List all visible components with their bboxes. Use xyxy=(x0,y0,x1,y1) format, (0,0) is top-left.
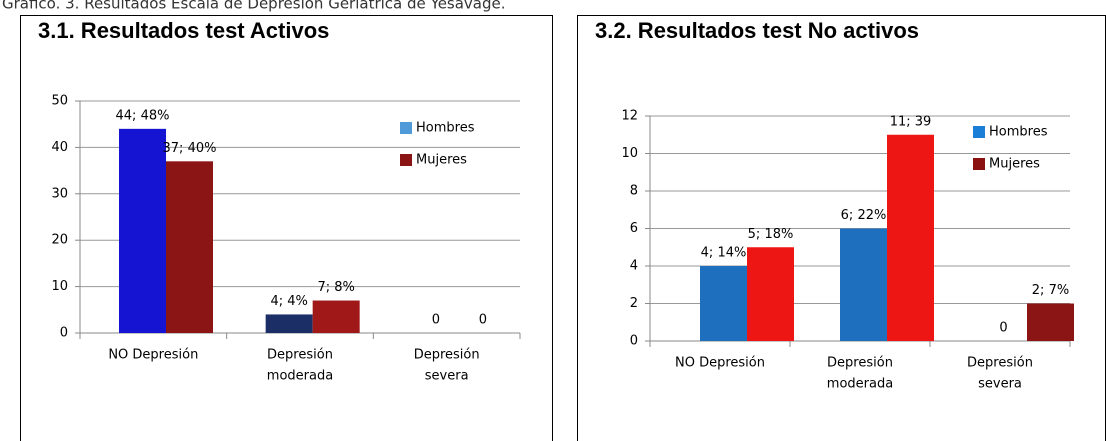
y-tick-label: 6 xyxy=(630,221,638,236)
data-label: 0 xyxy=(479,313,487,328)
legend-label: Hombres xyxy=(416,121,475,136)
x-tick-label: NO Depresión xyxy=(675,356,765,371)
chart-title: 3.2. Resultados test No activos xyxy=(595,18,919,43)
x-tick-label: Depresión xyxy=(414,348,480,363)
chart-title: 3.1. Resultados test Activos xyxy=(38,18,329,43)
y-tick-label: 2 xyxy=(630,296,638,311)
data-label: 4; 4% xyxy=(270,294,307,309)
y-tick-label: 40 xyxy=(51,140,68,155)
x-tick-label: severa xyxy=(978,377,1022,392)
y-tick-label: 0 xyxy=(60,326,68,341)
bar xyxy=(840,228,887,341)
bar xyxy=(166,161,213,333)
legend-swatch xyxy=(973,158,985,170)
y-tick-label: 20 xyxy=(51,233,68,248)
legend-swatch xyxy=(973,126,985,138)
legend-label: Mujeres xyxy=(416,153,467,168)
data-label: 44; 48% xyxy=(116,108,170,123)
x-tick-label: moderada xyxy=(267,369,333,384)
data-label: 4; 14% xyxy=(701,246,747,261)
data-label: 0 xyxy=(999,321,1007,336)
caption: Gráfico. 3. Resultados Escala de Depresi… xyxy=(2,0,506,13)
bar xyxy=(119,128,166,333)
data-label: 6; 22% xyxy=(841,208,887,223)
y-tick-label: 0 xyxy=(630,334,638,349)
data-label: 5; 18% xyxy=(748,227,794,242)
data-label: 7; 8% xyxy=(317,280,354,295)
x-tick-label: Depresión xyxy=(827,356,893,371)
legend-label: Mujeres xyxy=(989,157,1040,172)
bar xyxy=(887,134,934,341)
bar xyxy=(747,247,794,341)
bar xyxy=(265,314,313,333)
x-tick-label: severa xyxy=(425,369,469,384)
legend-label: Hombres xyxy=(989,125,1048,140)
y-tick-label: 10 xyxy=(51,279,68,294)
x-tick-label: moderada xyxy=(827,377,893,392)
chart-frame xyxy=(20,15,553,441)
y-tick-label: 4 xyxy=(630,259,638,274)
data-label: 0 xyxy=(432,313,440,328)
y-tick-label: 12 xyxy=(621,109,638,124)
y-tick-label: 50 xyxy=(51,94,68,109)
legend-swatch xyxy=(400,154,412,166)
bar xyxy=(1027,303,1074,341)
y-tick-label: 30 xyxy=(51,186,68,201)
y-tick-label: 8 xyxy=(630,184,638,199)
bar xyxy=(700,266,747,341)
bar xyxy=(312,300,360,333)
x-tick-label: Depresión xyxy=(267,348,333,363)
x-tick-label: NO Depresión xyxy=(108,348,198,363)
x-tick-label: Depresión xyxy=(967,356,1033,371)
data-label: 11; 39 xyxy=(890,114,932,129)
data-label: 37; 40% xyxy=(163,141,217,156)
y-tick-label: 10 xyxy=(621,146,638,161)
data-label: 2; 7% xyxy=(1032,283,1069,298)
legend-swatch xyxy=(400,122,412,134)
